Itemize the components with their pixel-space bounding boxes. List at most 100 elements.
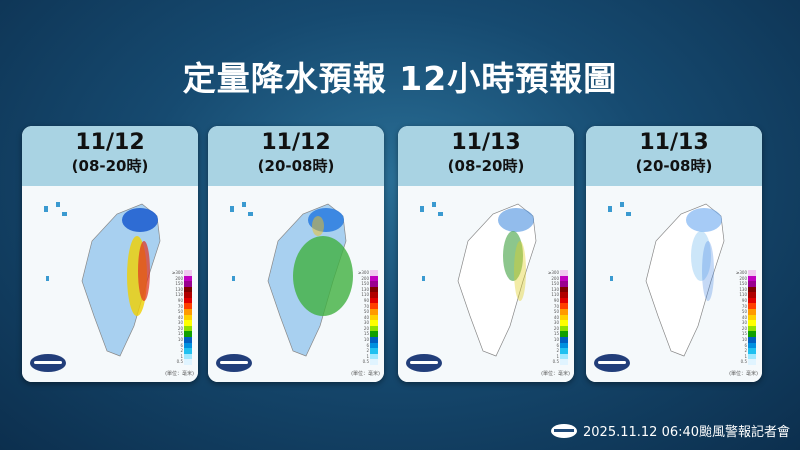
legend-swatch bbox=[370, 325, 378, 332]
legend-label: 150 bbox=[551, 281, 559, 287]
legend-swatch bbox=[370, 331, 378, 337]
taiwan-map bbox=[230, 202, 353, 357]
legend-swatch bbox=[184, 292, 192, 298]
legend-label: 90 bbox=[177, 297, 183, 303]
legend-label: 10 bbox=[363, 337, 369, 343]
legend-swatch bbox=[748, 336, 756, 343]
legend-swatch bbox=[370, 342, 378, 349]
panel-period: (08-20時) bbox=[71, 157, 149, 175]
legend-swatch bbox=[560, 270, 568, 276]
panel-period: (20-08時) bbox=[257, 157, 335, 175]
panel-period: (08-20時) bbox=[447, 157, 525, 175]
legend-label: 110 bbox=[361, 292, 369, 298]
legend-swatch bbox=[748, 281, 756, 287]
legend-unit: (單位：毫米) bbox=[729, 371, 758, 377]
panel-date: 11/12 bbox=[261, 130, 331, 155]
legend-label: ≥300 bbox=[172, 270, 183, 275]
legend-label: 10 bbox=[177, 337, 183, 343]
legend-swatch bbox=[370, 314, 378, 321]
legend-label: 10 bbox=[553, 337, 559, 343]
legend-swatch bbox=[184, 359, 192, 365]
legend-swatch bbox=[184, 320, 192, 326]
legend-swatch bbox=[184, 325, 192, 332]
legend-label: 30 bbox=[553, 320, 559, 326]
legend-label: 30 bbox=[177, 320, 183, 326]
legend-swatch bbox=[748, 270, 756, 276]
cwa-logo-icon bbox=[216, 354, 252, 372]
legend-swatch bbox=[370, 292, 378, 298]
legend-colorbar bbox=[370, 270, 378, 365]
legend-label: 150 bbox=[361, 281, 369, 287]
legend-swatch bbox=[184, 336, 192, 343]
legend-label: 110 bbox=[175, 292, 183, 298]
legend-swatch bbox=[370, 270, 378, 276]
legend-swatch bbox=[370, 359, 378, 365]
legend-swatch bbox=[748, 303, 756, 310]
legend-label: 2 bbox=[180, 348, 183, 354]
legend-swatch bbox=[748, 275, 756, 282]
legend-swatch bbox=[560, 320, 568, 326]
legend-label: 70 bbox=[363, 303, 369, 309]
legend-label: 2 bbox=[556, 348, 559, 354]
legend-label: 0.5 bbox=[552, 359, 559, 365]
legend-swatch bbox=[748, 348, 756, 354]
legend-label: 150 bbox=[175, 281, 183, 287]
legend-label: 1 bbox=[556, 353, 559, 359]
legend-label: ≥300 bbox=[736, 270, 747, 275]
rainfall-map bbox=[398, 186, 574, 382]
footer: 2025.11.12 06:40颱風警報記者會 bbox=[551, 421, 790, 440]
legend-label: 70 bbox=[553, 303, 559, 309]
legend-swatch bbox=[370, 303, 378, 310]
page-title: 定量降水預報 12小時預報圖 bbox=[182, 59, 618, 98]
footer-text: 2025.11.12 06:40颱風警報記者會 bbox=[583, 425, 791, 440]
legend-swatch bbox=[560, 331, 568, 337]
rainfall-map bbox=[586, 186, 762, 382]
cwa-logo-icon bbox=[30, 354, 66, 372]
legend-label: 15 bbox=[363, 331, 369, 337]
legend-label: 50 bbox=[363, 309, 369, 315]
legend-label: 20 bbox=[363, 325, 369, 331]
panel-header: 11/12 (20-08時) bbox=[208, 126, 384, 186]
taiwan-map bbox=[420, 202, 537, 357]
panel-date: 11/12 bbox=[75, 130, 145, 155]
legend-swatch bbox=[370, 281, 378, 287]
legend-label: 1 bbox=[744, 353, 747, 359]
legend-swatch bbox=[748, 292, 756, 298]
legend-swatch bbox=[370, 297, 378, 304]
legend-swatch bbox=[560, 309, 568, 315]
legend-label: 10 bbox=[741, 337, 747, 343]
legend-label: 90 bbox=[741, 297, 747, 303]
legend-label: 20 bbox=[553, 325, 559, 331]
legend-swatch bbox=[184, 331, 192, 337]
forecast-panel: 11/12 (20-08時) ≥300 200 150 130 110 90 70 50 40 3… bbox=[208, 126, 384, 382]
legend-label: 1 bbox=[180, 353, 183, 359]
legend-swatch bbox=[184, 303, 192, 310]
legend-label: 20 bbox=[177, 325, 183, 331]
legend-swatch bbox=[560, 297, 568, 304]
legend-label: 6 bbox=[744, 342, 747, 348]
legend-swatch bbox=[748, 320, 756, 326]
legend-swatch bbox=[184, 342, 192, 349]
legend-swatch bbox=[748, 309, 756, 315]
legend-label: 15 bbox=[177, 331, 183, 337]
legend-label: 0.5 bbox=[362, 359, 369, 365]
forecast-panel: 11/13 (20-08時) ≥300 200 150 130 110 90 70 50 40 3… bbox=[586, 126, 762, 382]
legend-label: 110 bbox=[551, 292, 559, 298]
legend-label: 2 bbox=[744, 348, 747, 354]
legend-label: 6 bbox=[180, 342, 183, 348]
legend-unit: (單位：毫米) bbox=[165, 371, 194, 377]
legend-label: 110 bbox=[739, 292, 747, 298]
legend-label: 40 bbox=[177, 314, 183, 320]
legend-swatch bbox=[560, 292, 568, 298]
legend-swatch bbox=[560, 353, 568, 360]
legend-label: ≥300 bbox=[358, 270, 369, 275]
legend-label: 130 bbox=[739, 286, 747, 292]
legend-swatch bbox=[560, 281, 568, 287]
legend-unit: (單位：毫米) bbox=[541, 371, 570, 377]
legend-swatch bbox=[748, 297, 756, 304]
legend-label: 200 bbox=[361, 275, 369, 281]
legend-swatch bbox=[184, 270, 192, 276]
legend-label: 6 bbox=[366, 342, 369, 348]
legend-label: 50 bbox=[177, 309, 183, 315]
legend-label: 90 bbox=[363, 297, 369, 303]
